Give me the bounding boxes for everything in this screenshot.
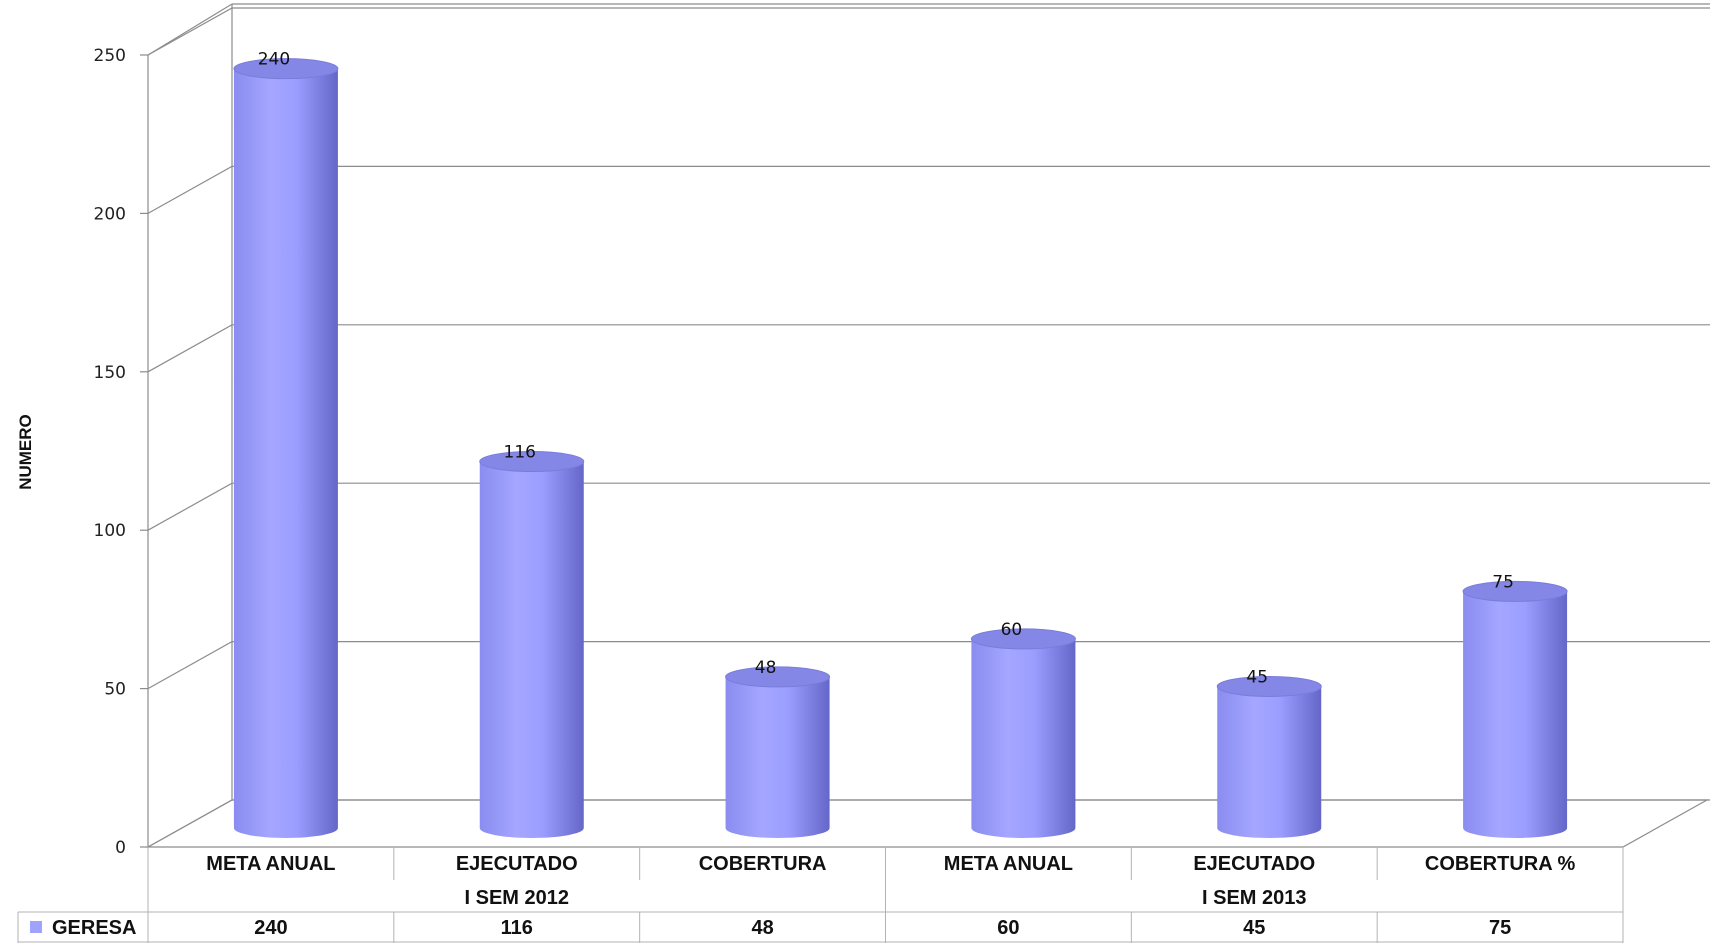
bar-body [971,638,1076,838]
bar-top [1462,580,1568,602]
y-tick-label: 250 [94,46,126,66]
y-tick-label: 200 [94,204,126,224]
bar-body [233,68,338,838]
table-value: 116 [501,917,533,939]
data-label: 240 [258,50,290,70]
bar-top [233,58,339,80]
bar-body [725,676,830,838]
gridline [147,482,1710,531]
bar-top [479,451,585,473]
table-value: 48 [751,917,773,939]
group-label: I SEM 2013 [1202,887,1307,909]
gridline [147,165,1710,214]
category-label: COBERTURA [699,853,827,875]
data-table: META ANUAL EJECUTADO COBERTURA META ANUAL EJ… [17,847,1624,943]
bar [1462,580,1568,838]
category-label: COBERTURA % [1425,853,1576,875]
bar-body [479,461,584,838]
gridline [147,7,1710,56]
category-label: META ANUAL [944,853,1073,875]
table-value: 60 [997,917,1019,939]
data-label: 60 [1001,620,1023,640]
bars [233,58,1568,838]
data-label: 116 [504,443,536,463]
y-axis-ticks: 0 50 100 150 200 250 [94,46,126,858]
y-tick-label: 150 [94,363,126,383]
bar [1216,675,1322,838]
bar-body [1463,591,1568,838]
y-axis-label: NUMERO [16,414,35,490]
table-value: 45 [1243,917,1265,939]
gridline [147,324,1710,373]
bar [233,58,339,838]
group-label: I SEM 2012 [464,887,569,909]
legend-swatch [30,921,42,933]
y-tick-label: 50 [104,680,126,700]
data-label: 48 [755,658,777,678]
category-label: META ANUAL [206,853,335,875]
legend-label: GERESA [52,917,136,939]
bar-top [1216,675,1322,697]
category-label: EJECUTADO [1193,853,1315,875]
table-value: 75 [1489,917,1511,939]
y-tick-label: 100 [94,521,126,541]
bar-top [725,666,831,688]
data-label: 75 [1492,572,1514,592]
side-wall-top [147,3,233,56]
bar [970,628,1076,838]
bar [479,451,585,838]
category-label: EJECUTADO [456,853,578,875]
y-tick-label: 0 [115,838,126,858]
bar [725,666,831,838]
data-labels: 240 116 48 60 45 75 [258,50,1514,688]
bar-top [970,628,1076,650]
data-label: 45 [1246,667,1268,687]
table-value: 240 [254,917,287,939]
bar-body [1217,686,1322,838]
